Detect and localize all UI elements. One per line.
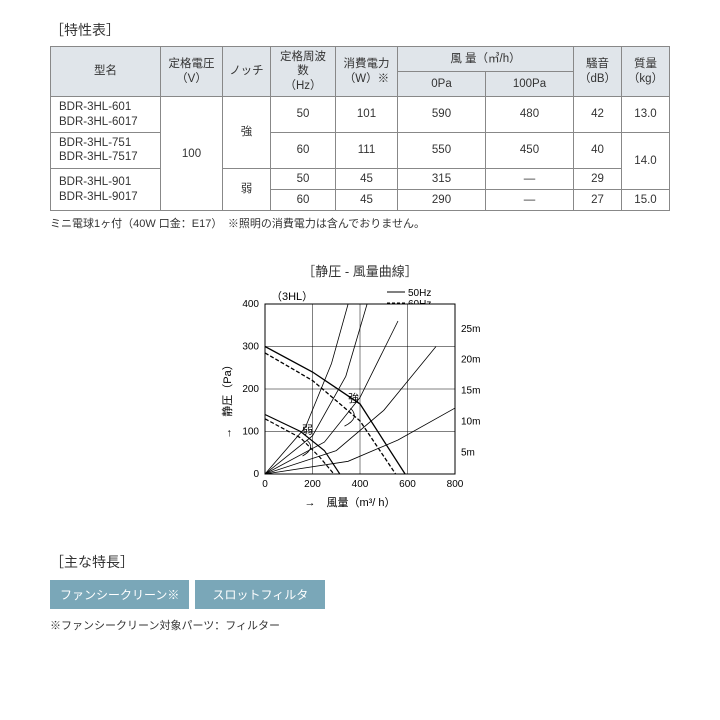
label-strong: 強	[348, 392, 359, 405]
table-cell: 315	[398, 168, 486, 189]
table-cell: 29	[574, 168, 622, 189]
y-tick: 400	[242, 299, 259, 310]
table-cell: 40	[574, 132, 622, 168]
table-cell: 50	[271, 168, 336, 189]
spec-table: 型名定格電圧（V）ノッチ定格周波数（Hz）消費電力（W）※風 量（㎥/h）騒音（…	[50, 46, 670, 211]
table-cell-model: BDR-3HL-901BDR-3HL-9017	[51, 168, 161, 211]
spec-table-title: ［特性表］	[50, 20, 670, 40]
chart-title: ［静圧 - 風量曲線］	[50, 261, 670, 280]
features-title: ［主な特長］	[50, 552, 670, 572]
th-airflow: 風 量（㎥/h）	[398, 47, 574, 72]
feature-badge: ファンシークリーン※	[50, 580, 189, 609]
y-tick: 200	[242, 384, 259, 395]
table-cell: 50	[271, 97, 336, 133]
chart-section: ［静圧 - 風量曲線］ （3HL）50Hz60Hz020040060080001…	[50, 261, 670, 522]
table-cell: 60	[271, 132, 336, 168]
duct-label: 20m	[461, 355, 480, 366]
feature-badge: スロットフィルタ	[195, 580, 325, 609]
th-noise: 騒音（dB）	[574, 47, 622, 97]
table-cell-mass: 14.0	[622, 132, 670, 189]
table-cell-mass: 15.0	[622, 190, 670, 211]
y-tick: 300	[242, 342, 259, 353]
th-model: 型名	[51, 47, 161, 97]
table-cell-notch-strong: 強	[223, 97, 271, 169]
th-voltage: 定格電圧（V）	[161, 47, 223, 97]
features-section: ［主な特長］ ファンシークリーン※スロットフィルタ ※ファンシークリーン対象パー…	[50, 552, 670, 633]
table-cell: 590	[398, 97, 486, 133]
table-cell: 480	[486, 97, 574, 133]
legend-50hz: 50Hz	[408, 288, 431, 299]
chart-svg: （3HL）50Hz60Hz020040060080001002003004005…	[205, 284, 515, 519]
table-cell-mass: 13.0	[622, 97, 670, 133]
th-mass: 質量（kg）	[622, 47, 670, 97]
table-cell: —	[486, 168, 574, 189]
y-tick: 100	[242, 427, 259, 438]
x-tick: 600	[399, 479, 416, 490]
x-tick: 0	[262, 479, 268, 490]
x-axis-label: → 風量（m³/ h）	[304, 496, 395, 509]
x-tick: 400	[352, 479, 369, 490]
th-airflow-0: 0Pa	[398, 72, 486, 97]
chart-subtitle: （3HL）	[271, 290, 313, 303]
table-cell-notch-weak: 弱	[223, 168, 271, 211]
table-cell: 27	[574, 190, 622, 211]
table-cell: 111	[336, 132, 398, 168]
table-cell-voltage: 100	[161, 97, 223, 211]
table-cell: 45	[336, 190, 398, 211]
table-cell-model: BDR-3HL-751BDR-3HL-7517	[51, 132, 161, 168]
y-tick: 0	[253, 469, 259, 480]
duct-label: 10m	[461, 417, 480, 428]
table-cell: 45	[336, 168, 398, 189]
spec-table-footnote: ミニ電球1ヶ付（40W 口金：E17） ※照明の消費電力は含んでおりません。	[50, 215, 670, 231]
table-cell: 101	[336, 97, 398, 133]
chart-svg-container: （3HL）50Hz60Hz020040060080001002003004005…	[50, 284, 670, 522]
spec-table-container: 型名定格電圧（V）ノッチ定格周波数（Hz）消費電力（W）※風 量（㎥/h）騒音（…	[50, 46, 670, 211]
duct-label: 15m	[461, 386, 480, 397]
features-note: ※ファンシークリーン対象パーツ：フィルター	[50, 617, 670, 633]
x-tick: 200	[304, 479, 321, 490]
th-airflow-100: 100Pa	[486, 72, 574, 97]
label-weak: 弱	[302, 424, 313, 437]
th-power: 消費電力（W）※	[336, 47, 398, 97]
th-freq: 定格周波数（Hz）	[271, 47, 336, 97]
table-cell-model: BDR-3HL-601BDR-3HL-6017	[51, 97, 161, 133]
table-cell: 42	[574, 97, 622, 133]
table-cell: 60	[271, 190, 336, 211]
duct-label: 5m	[461, 448, 475, 459]
x-tick: 800	[447, 479, 464, 490]
th-notch: ノッチ	[223, 47, 271, 97]
table-cell: 290	[398, 190, 486, 211]
table-cell: —	[486, 190, 574, 211]
table-cell: 550	[398, 132, 486, 168]
duct-label: 25m	[461, 324, 480, 335]
spec-table-section: ［特性表］ 型名定格電圧（V）ノッチ定格周波数（Hz）消費電力（W）※風 量（㎥…	[50, 20, 670, 231]
y-axis-label: → 静圧（Pa）	[220, 360, 234, 439]
table-cell: 450	[486, 132, 574, 168]
feature-badges: ファンシークリーン※スロットフィルタ	[50, 580, 670, 609]
